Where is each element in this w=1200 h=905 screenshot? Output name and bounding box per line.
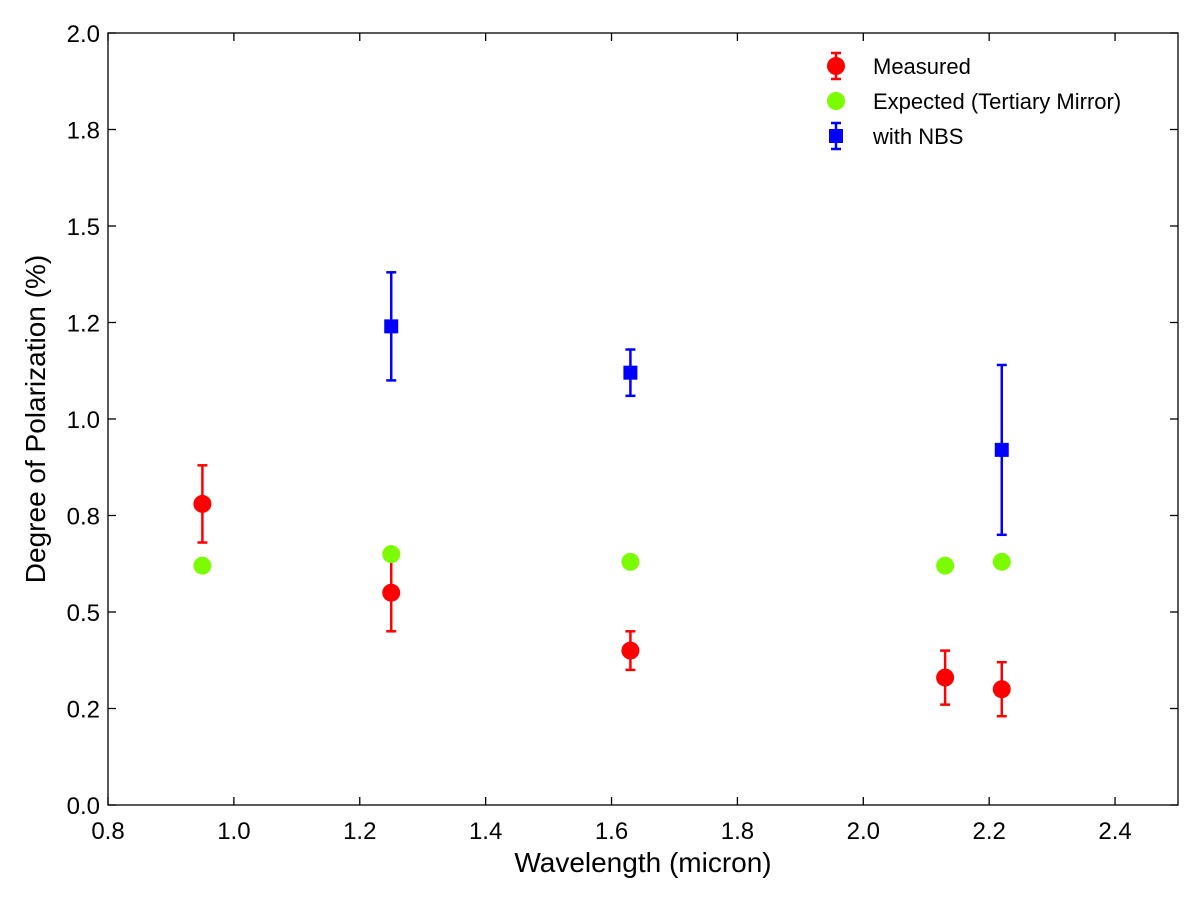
x-tick-label: 1.2 [343,818,376,845]
y-tick-label: 0.8 [67,504,100,531]
x-tick-label: 1.6 [595,818,628,845]
legend-marker [827,57,845,75]
legend-label: Measured [873,54,971,79]
data-point-measured [936,668,955,687]
legend: Measured Expected (Tertiary Mirror) with N… [827,51,1121,151]
data-point-measured [193,494,212,513]
data-point-expected [992,552,1011,571]
y-axis-label: Degree of Polarization (%) [20,255,51,583]
data-point-expected [382,545,401,564]
x-tick-label: 1.0 [217,818,250,845]
y-tick-label: 1.0 [67,407,100,434]
data-point-with-nbs [994,442,1009,457]
data-point-expected [936,556,955,575]
legend-label: with NBS [872,124,963,149]
y-tick-label: 0.2 [67,697,100,724]
y-tick-label: 1.2 [67,311,100,338]
legend-marker [827,92,845,110]
x-axis-label: Wavelength (micron) [514,847,771,878]
data-point-with-nbs [384,319,399,334]
x-tick-label: 1.8 [721,818,754,845]
x-tick-label: 2.2 [972,818,1005,845]
x-tick-label: 1.4 [469,818,502,845]
plot-frame [107,32,1179,806]
y-tick-label: 2.0 [67,21,100,48]
x-tick-label: 2.0 [847,818,880,845]
data-point-expected [621,552,640,571]
y-tick-label: 1.5 [67,214,100,241]
x-tick-label: 0.8 [91,818,124,845]
y-tick-label: 0.5 [67,600,100,627]
data-point-measured [382,583,401,602]
data-point-with-nbs [623,365,638,380]
legend-marker [829,129,843,143]
data-point-expected [193,556,212,575]
legend-label: Expected (Tertiary Mirror) [873,89,1121,114]
y-tick-label: 0.0 [67,793,100,820]
y-tick-label: 1.8 [67,118,100,145]
data-point-measured [621,641,640,660]
data-point-measured [992,680,1011,699]
x-tick-label: 2.4 [1098,818,1131,845]
